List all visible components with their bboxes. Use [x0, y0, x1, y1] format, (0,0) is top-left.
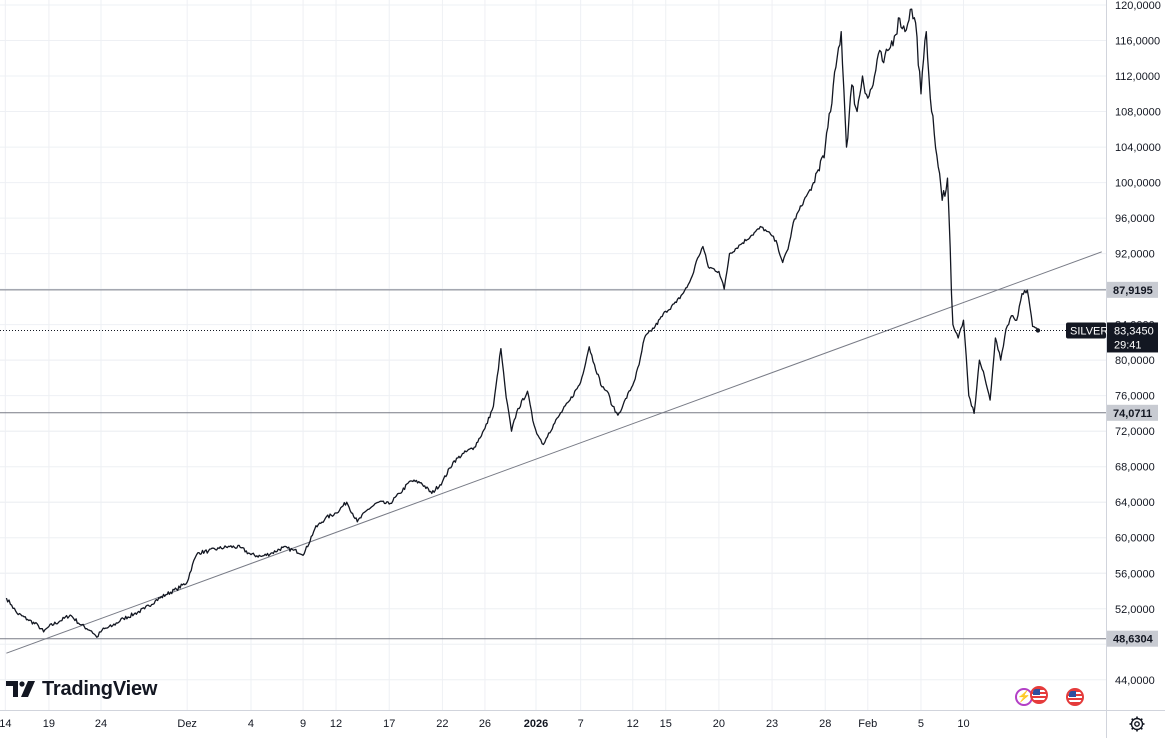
last-price-dot — [1035, 328, 1041, 333]
level-price-label-text: 74,0711 — [1113, 408, 1152, 420]
x-tick-label: 17 — [383, 718, 395, 730]
current-price-label-bg — [1107, 322, 1158, 353]
x-tick-label: 23 — [766, 718, 778, 730]
price-series-line — [5, 8, 1039, 638]
y-tick-label: 104,0000 — [1115, 142, 1161, 154]
x-tick-label: 5 — [918, 718, 924, 730]
y-tick-label: 44,0000 — [1115, 675, 1155, 687]
tradingview-logo-text: TradingView — [42, 677, 158, 700]
grid-lines — [0, 0, 1106, 710]
x-tick-label: 14 — [0, 718, 11, 730]
x-tick-label: Feb — [858, 718, 877, 730]
x-tick-label: 12 — [627, 718, 639, 730]
y-tick-label: 56,0000 — [1115, 568, 1155, 580]
level-price-label-text: 48,6304 — [1113, 634, 1154, 646]
x-tick-label: 24 — [95, 718, 107, 730]
level-price-label-bg — [1107, 281, 1158, 298]
plot-area — [0, 8, 1106, 654]
symbol-badge-text: SILVER — [1070, 325, 1108, 337]
y-tick-label: 96,0000 — [1115, 213, 1155, 225]
gear-icon[interactable] — [1128, 715, 1146, 733]
x-tick-label: 2026 — [524, 718, 548, 730]
x-tick-label: 19 — [43, 718, 55, 730]
y-tick-label: 64,0000 — [1115, 497, 1155, 509]
level-price-label-bg — [1107, 404, 1158, 421]
y-tick-label: 80,0000 — [1115, 355, 1155, 367]
x-tick-label: 22 — [436, 718, 448, 730]
y-tick-label: 108,0000 — [1115, 107, 1161, 119]
y-tick-label: 120,0000 — [1115, 0, 1161, 12]
x-tick-label: 9 — [300, 718, 306, 730]
level-price-label-bg — [1107, 630, 1158, 647]
y-tick-label: 100,0000 — [1115, 178, 1161, 190]
current-price-label-text: 83,3450 — [1114, 325, 1154, 337]
y-tick-label: 76,0000 — [1115, 391, 1155, 403]
x-tick-label: Dez — [177, 718, 197, 730]
symbol-badge-bg — [1066, 322, 1106, 339]
y-tick-label: 60,0000 — [1115, 533, 1155, 545]
trendline — [6, 251, 1102, 654]
tradingview-logo[interactable]: TradingView — [6, 677, 157, 701]
current-price-badge: SILVER 83,3450 29:41 — [1066, 322, 1158, 353]
level-price-label: 48,6304 — [1107, 630, 1158, 647]
x-tick-label: 20 — [713, 718, 725, 730]
us-flag-event-icon[interactable] — [1030, 686, 1048, 704]
y-tick-label: 92,0000 — [1115, 249, 1155, 261]
tradingview-logo-icon — [6, 681, 35, 697]
x-tick-label: 4 — [248, 718, 254, 730]
level-price-label-text: 87,9195 — [1113, 285, 1153, 297]
y-tick-label: 116,0000 — [1115, 36, 1160, 48]
x-tick-label: 7 — [578, 718, 584, 730]
y-tick-label: 52,0000 — [1115, 604, 1155, 616]
y-tick-label: 112,0000 — [1115, 71, 1160, 83]
y-tick-label: 72,0000 — [1115, 426, 1155, 438]
x-tick-label: 28 — [819, 718, 831, 730]
x-tick-label: 10 — [957, 718, 969, 730]
us-flag-event-icon[interactable] — [1066, 688, 1084, 706]
x-tick-label: 26 — [479, 718, 491, 730]
x-tick-label: 12 — [330, 718, 342, 730]
countdown-label-text: 29:41 — [1114, 339, 1142, 351]
x-tick-label: 15 — [660, 718, 672, 730]
level-price-label: 87,9195 — [1107, 281, 1158, 298]
y-tick-label: 68,0000 — [1115, 462, 1155, 474]
level-price-label: 74,0711 — [1107, 404, 1158, 421]
